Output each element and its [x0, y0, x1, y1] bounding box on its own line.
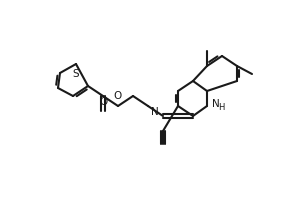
Text: N: N	[151, 107, 159, 117]
Text: N: N	[159, 133, 167, 143]
Text: O: O	[114, 91, 122, 101]
Text: S: S	[73, 69, 79, 79]
Text: O: O	[99, 97, 107, 107]
Text: H: H	[218, 103, 224, 112]
Text: N: N	[212, 99, 220, 109]
